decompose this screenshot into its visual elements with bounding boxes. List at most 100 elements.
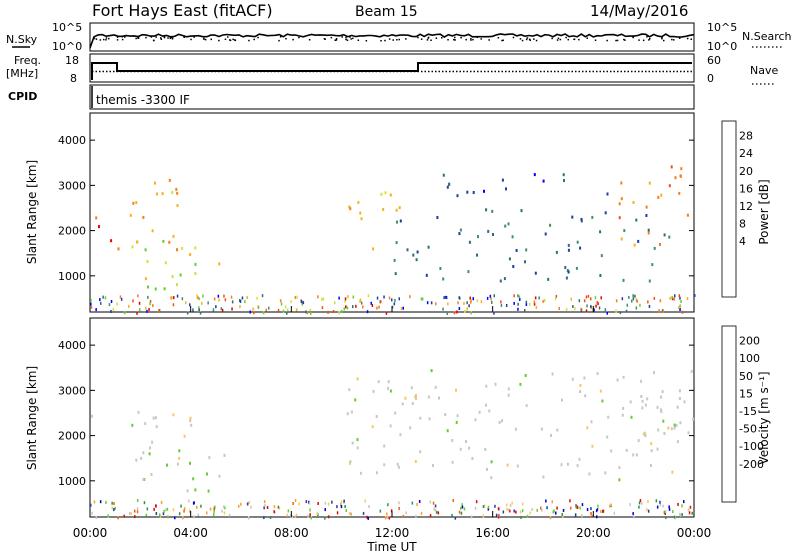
heatmap-cell (351, 441, 354, 445)
nsearch-point (334, 39, 336, 41)
heatmap-cell (178, 449, 181, 453)
heatmap-cell (90, 298, 92, 302)
heatmap-cell (345, 509, 347, 512)
nsearch-point (224, 38, 227, 40)
heatmap-cell (154, 416, 157, 420)
heatmap-cell (149, 446, 151, 450)
nsearch-point (488, 39, 490, 41)
heatmap-cell (269, 516, 272, 519)
heatmap-cell (549, 516, 552, 520)
heatmap-cell (620, 197, 623, 201)
x-tick-label: 04:00 (173, 526, 208, 540)
heatmap-cell (99, 500, 102, 504)
heatmap-cell (526, 514, 529, 518)
heatmap-cell (678, 191, 681, 195)
colorbar-tick-label: 24 (739, 147, 753, 160)
heatmap-cell (427, 395, 430, 399)
heatmap-cell (152, 416, 155, 420)
heatmap-cell (656, 505, 659, 509)
heatmap-cell (651, 263, 654, 267)
heatmap-cell (348, 461, 351, 465)
heatmap-cell (676, 405, 679, 409)
heatmap-cell (505, 187, 507, 191)
heatmap-cell (533, 302, 536, 306)
heatmap-cell (178, 456, 181, 460)
heatmap-cell (196, 294, 198, 298)
nsearch-point (167, 37, 169, 39)
heatmap-cell (503, 277, 506, 281)
nsearch-point (388, 38, 391, 40)
nsearch-point (646, 36, 648, 38)
heatmap-cell (645, 214, 648, 217)
heatmap-cell (402, 306, 404, 310)
y-tick-label: 3000 (58, 179, 86, 192)
heatmap-cell (152, 304, 154, 308)
heatmap-cell (163, 287, 166, 291)
heatmap-cell (388, 516, 391, 520)
nsearch-point (427, 36, 430, 39)
heatmap-cell (648, 304, 651, 308)
heatmap-cell (150, 473, 153, 476)
heatmap-cell (607, 415, 610, 419)
nsearch-point (430, 39, 432, 41)
heatmap-cell (194, 246, 197, 250)
nsearch-point (679, 37, 681, 39)
nsearch-point (671, 38, 673, 41)
heatmap-cell (264, 503, 266, 507)
heatmap-cell (382, 208, 385, 211)
heatmap-cell (123, 311, 126, 315)
heatmap-cell (338, 296, 340, 300)
nsearch-point (642, 39, 645, 42)
heatmap-cell (625, 309, 628, 313)
heatmap-cell (542, 299, 544, 303)
heatmap-cell (446, 429, 449, 433)
heatmap-cell (501, 419, 504, 423)
heatmap-cell (498, 514, 500, 517)
nsearch-point (203, 38, 205, 40)
nsearch-point (573, 38, 575, 40)
heatmap-cell (176, 294, 179, 298)
heatmap-cell (176, 191, 179, 195)
heatmap-cell (476, 253, 478, 257)
nsearch-point (204, 38, 207, 41)
heatmap-cell (639, 303, 641, 307)
heatmap-cell (622, 406, 625, 410)
heatmap-cell (615, 299, 618, 303)
heatmap-cell (485, 384, 488, 388)
cpid-label: CPID (8, 90, 37, 103)
heatmap-cell (389, 193, 392, 197)
heatmap-cell (164, 508, 167, 512)
heatmap-cell (618, 466, 621, 470)
heatmap-cell (197, 513, 200, 517)
heatmap-cell (471, 457, 474, 460)
heatmap-cell (183, 507, 186, 511)
heatmap-cell (591, 215, 594, 219)
heatmap-cell (460, 506, 462, 510)
heatmap-cell (687, 508, 690, 512)
heatmap-cell (142, 451, 145, 455)
heatmap-cell (601, 399, 604, 403)
heatmap-cell (213, 512, 215, 516)
heatmap-cell (600, 510, 602, 513)
heatmap-cell (356, 377, 359, 381)
heatmap-cell (327, 515, 330, 519)
heatmap-cell (663, 432, 666, 435)
heatmap-cell (223, 505, 225, 509)
nsearch-point (476, 36, 478, 38)
heatmap-cell (610, 449, 613, 453)
date-title: 14/May/2016 (590, 2, 688, 20)
nsearch-point (535, 39, 538, 42)
nsearch-point (137, 37, 140, 39)
heatmap-cell (383, 463, 386, 467)
heatmap-cell (300, 300, 303, 304)
heatmap-cell (679, 421, 682, 425)
nsearch-point (99, 39, 102, 41)
heatmap-cell (321, 297, 323, 301)
heatmap-cell (296, 295, 298, 299)
heatmap-cell (154, 181, 156, 185)
heatmap-cell (250, 505, 252, 509)
heatmap-cell (153, 507, 155, 511)
heatmap-cell (641, 501, 643, 505)
heatmap-cell (525, 248, 528, 252)
heatmap-cell (491, 209, 494, 213)
